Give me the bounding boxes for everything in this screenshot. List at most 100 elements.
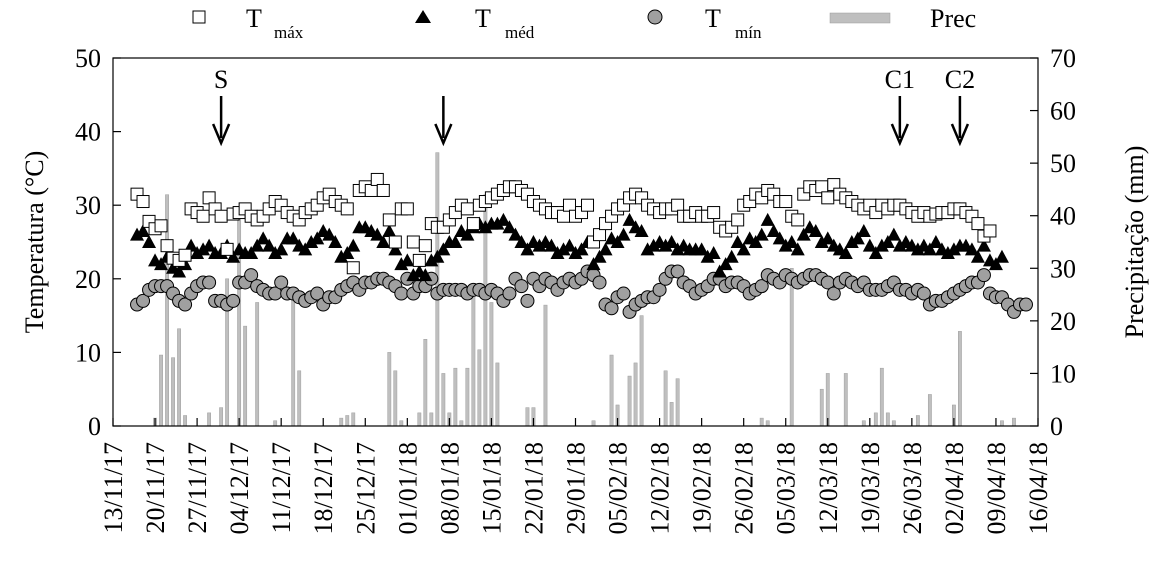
tmed-point bbox=[562, 238, 577, 252]
precip-bar bbox=[339, 417, 344, 427]
y-left-tick-label: 50 bbox=[75, 44, 101, 73]
y-left-tick-label: 20 bbox=[75, 265, 101, 294]
precip-bar bbox=[591, 420, 596, 427]
tmed-point bbox=[550, 246, 565, 260]
tmed-point bbox=[754, 227, 769, 241]
tmed-point bbox=[388, 242, 403, 256]
tmax-point bbox=[364, 183, 378, 197]
x-tick-label: 16/04/18 bbox=[1024, 442, 1053, 534]
tmed-point bbox=[514, 235, 529, 248]
x-tick-label: 05/02/18 bbox=[604, 442, 633, 534]
tmax-point bbox=[220, 242, 234, 256]
tmed-point bbox=[964, 242, 979, 256]
tmed-point bbox=[334, 249, 349, 263]
tmed-point bbox=[910, 242, 925, 256]
annotation-label: C1 bbox=[885, 65, 915, 94]
tmed-point bbox=[634, 223, 649, 237]
tmin-point bbox=[226, 293, 241, 308]
legend: T máx T méd T mín Prec bbox=[192, 4, 976, 42]
precip-bar bbox=[627, 375, 632, 427]
tmed-point bbox=[136, 223, 151, 237]
tmed-point bbox=[670, 242, 685, 256]
tmed-point bbox=[256, 231, 271, 245]
x-tick-label: 26/02/18 bbox=[730, 442, 759, 534]
tmax-point bbox=[214, 209, 228, 223]
tmed-point bbox=[448, 235, 463, 248]
tmed-point bbox=[892, 238, 907, 252]
tmed-point bbox=[640, 242, 655, 256]
tmax-point bbox=[671, 198, 685, 212]
tmed-point bbox=[730, 235, 745, 248]
precip-bar bbox=[525, 407, 530, 427]
tmed-point bbox=[244, 246, 259, 260]
tmed-point bbox=[544, 238, 559, 252]
tmed-point bbox=[328, 235, 343, 248]
tmed-point bbox=[694, 242, 709, 256]
tmed-point bbox=[322, 227, 337, 241]
x-tick-label: 12/03/18 bbox=[814, 442, 843, 534]
precip-bar bbox=[543, 304, 548, 427]
tmed-point bbox=[184, 238, 199, 252]
precip-bar bbox=[387, 352, 392, 427]
precip-bar bbox=[183, 415, 187, 427]
tmed-point bbox=[556, 242, 571, 256]
precip-bar bbox=[765, 420, 770, 427]
tmed-point bbox=[922, 242, 937, 256]
x-tick-label: 01/01/18 bbox=[393, 442, 422, 534]
x-tick-label: 02/04/18 bbox=[940, 442, 969, 534]
tmed-point bbox=[646, 238, 661, 252]
tmed-point bbox=[430, 249, 445, 263]
tmed-point bbox=[928, 235, 943, 248]
tmed-point bbox=[298, 242, 313, 256]
legend-label-tmin-sub: mín bbox=[735, 23, 762, 42]
x-tick-label: 11/12/17 bbox=[267, 442, 296, 533]
series-tmax bbox=[130, 172, 997, 275]
tmed-point bbox=[616, 227, 631, 241]
precip-bar bbox=[639, 315, 644, 427]
tmed-point bbox=[874, 238, 889, 252]
precip-bar bbox=[417, 412, 422, 427]
tmed-point bbox=[370, 227, 385, 241]
tmin-point bbox=[520, 293, 535, 308]
precip-bar bbox=[393, 370, 398, 427]
tmax-point bbox=[202, 191, 216, 205]
tmax-point bbox=[340, 202, 354, 216]
tmed-point bbox=[796, 227, 811, 241]
tmed-point bbox=[766, 223, 781, 237]
tmin-point bbox=[670, 264, 685, 279]
tmin-point bbox=[916, 286, 931, 301]
y-right-tick-label: 40 bbox=[1050, 202, 1076, 231]
legend-marker-tmax bbox=[192, 10, 206, 24]
tmed-point bbox=[304, 235, 319, 248]
tmed-point bbox=[436, 242, 451, 256]
precip-bar bbox=[351, 412, 356, 427]
annotation-arrow-head bbox=[950, 123, 970, 147]
y-left-tick-label: 0 bbox=[88, 412, 101, 441]
precip-bar bbox=[465, 367, 470, 427]
x-tick-label: 13/11/17 bbox=[99, 442, 128, 533]
y-left-tick-label: 40 bbox=[75, 118, 101, 147]
tmin-point bbox=[514, 279, 529, 294]
tmed-point bbox=[820, 231, 835, 245]
tmed-point bbox=[508, 227, 523, 241]
precip-bar bbox=[495, 362, 500, 427]
tmax-point bbox=[412, 253, 426, 267]
tmed-point bbox=[610, 235, 625, 248]
x-tick-label: 09/04/18 bbox=[982, 442, 1011, 534]
precip-bar bbox=[207, 412, 211, 427]
tmed-point bbox=[712, 264, 727, 278]
tmin-point bbox=[976, 268, 991, 283]
tmed-point bbox=[406, 268, 421, 282]
annotation-arrow-head bbox=[434, 123, 453, 147]
tmax-point bbox=[178, 248, 192, 262]
legend-marker-prec bbox=[829, 12, 891, 24]
tmed-point bbox=[196, 242, 211, 256]
tmin-point bbox=[826, 286, 841, 301]
tmed-point bbox=[838, 246, 853, 260]
tmed-point bbox=[592, 249, 607, 263]
legend-label-tmax-sub: máx bbox=[274, 23, 304, 42]
tmed-point bbox=[778, 238, 793, 252]
tmed-point bbox=[460, 227, 475, 241]
x-tick-label: 20/11/17 bbox=[141, 442, 170, 533]
tmin-point bbox=[274, 275, 289, 290]
